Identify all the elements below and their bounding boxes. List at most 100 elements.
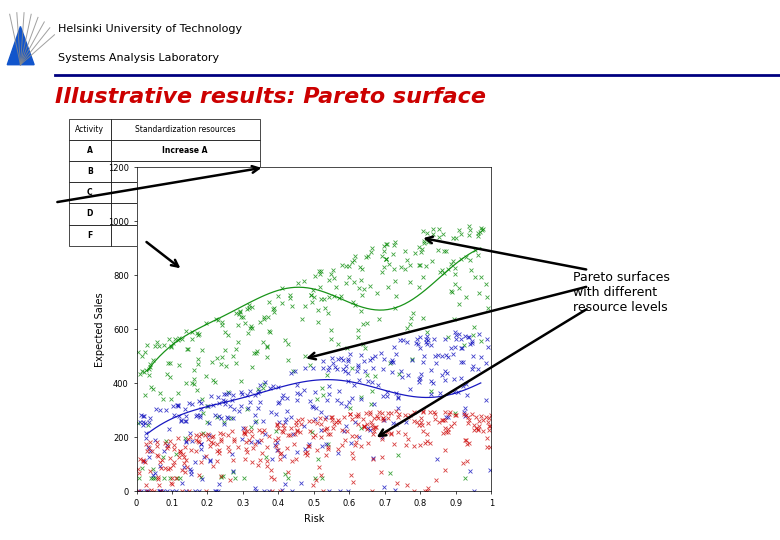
- Point: [313, 267, 325, 275]
- Point: [441, 353, 454, 362]
- Point: [320, 413, 332, 421]
- Point: [441, 265, 454, 273]
- Point: [144, 453, 156, 462]
- Point: [171, 401, 183, 410]
- Point: [204, 437, 217, 446]
- Point: [424, 387, 437, 395]
- Point: [408, 407, 420, 416]
- Point: [392, 394, 405, 402]
- Point: [347, 255, 360, 264]
- Point: [243, 397, 256, 406]
- Point: [367, 414, 380, 422]
- Point: [470, 424, 483, 433]
- Point: [413, 260, 425, 269]
- Point: [449, 335, 462, 343]
- Point: [161, 442, 174, 450]
- Point: [421, 437, 434, 445]
- Point: [212, 480, 225, 488]
- Point: [385, 429, 397, 437]
- Point: [392, 393, 404, 401]
- Point: [210, 487, 222, 496]
- Point: [261, 442, 273, 451]
- Point: [173, 361, 186, 370]
- Point: [332, 449, 344, 457]
- Point: [482, 426, 495, 434]
- Point: [241, 448, 254, 456]
- Point: [341, 344, 353, 353]
- Point: [181, 462, 193, 471]
- Point: [480, 413, 492, 421]
- Point: [440, 246, 452, 255]
- Point: [427, 225, 439, 234]
- Point: [179, 416, 191, 425]
- Point: [376, 434, 388, 443]
- Point: [474, 273, 487, 281]
- Point: [165, 436, 177, 445]
- Point: [204, 455, 217, 464]
- Point: [417, 352, 430, 360]
- Point: [322, 443, 335, 451]
- Point: [369, 423, 381, 431]
- Point: [147, 355, 159, 364]
- Point: [271, 446, 284, 455]
- Point: [161, 441, 173, 450]
- Point: [355, 276, 367, 285]
- Point: [173, 453, 186, 462]
- Point: [346, 363, 358, 372]
- Point: [261, 313, 274, 321]
- Point: [413, 242, 425, 251]
- Point: [191, 410, 204, 419]
- Point: [355, 423, 367, 432]
- Point: [225, 396, 238, 404]
- Point: [172, 434, 184, 442]
- Point: [341, 427, 353, 436]
- Point: [452, 329, 465, 338]
- Text: F: F: [87, 231, 92, 240]
- Point: [164, 463, 176, 472]
- Point: [168, 335, 181, 343]
- Point: [336, 440, 349, 449]
- Point: [190, 412, 202, 421]
- Bar: [69, 183, 111, 204]
- Point: [163, 474, 176, 482]
- Point: [222, 430, 234, 439]
- Point: [333, 418, 346, 427]
- Point: [469, 246, 481, 255]
- Point: [380, 255, 392, 264]
- Point: [136, 420, 149, 429]
- Point: [392, 427, 404, 436]
- Point: [324, 413, 337, 421]
- Point: [385, 358, 397, 367]
- Point: [389, 238, 402, 247]
- Point: [325, 415, 338, 424]
- Point: [378, 241, 390, 250]
- Point: [263, 298, 275, 307]
- Point: [139, 348, 151, 356]
- Point: [424, 408, 436, 416]
- Point: [378, 416, 390, 424]
- Point: [133, 474, 145, 482]
- Point: [332, 415, 344, 424]
- Point: [276, 284, 289, 292]
- Point: [222, 414, 234, 422]
- Point: [195, 458, 207, 467]
- Point: [314, 408, 327, 416]
- Point: [211, 440, 223, 448]
- Point: [275, 394, 288, 402]
- Point: [389, 277, 402, 286]
- Point: [480, 280, 492, 288]
- Point: [140, 481, 152, 489]
- Point: [448, 419, 460, 428]
- Point: [163, 424, 176, 433]
- Point: [154, 487, 166, 496]
- Point: [136, 464, 148, 472]
- Point: [148, 474, 161, 482]
- Point: [140, 487, 152, 496]
- Point: [359, 367, 371, 375]
- Point: [198, 452, 211, 461]
- Point: [184, 433, 197, 441]
- Point: [445, 260, 458, 268]
- Point: [152, 452, 165, 461]
- Point: [342, 354, 354, 363]
- Point: [307, 481, 319, 489]
